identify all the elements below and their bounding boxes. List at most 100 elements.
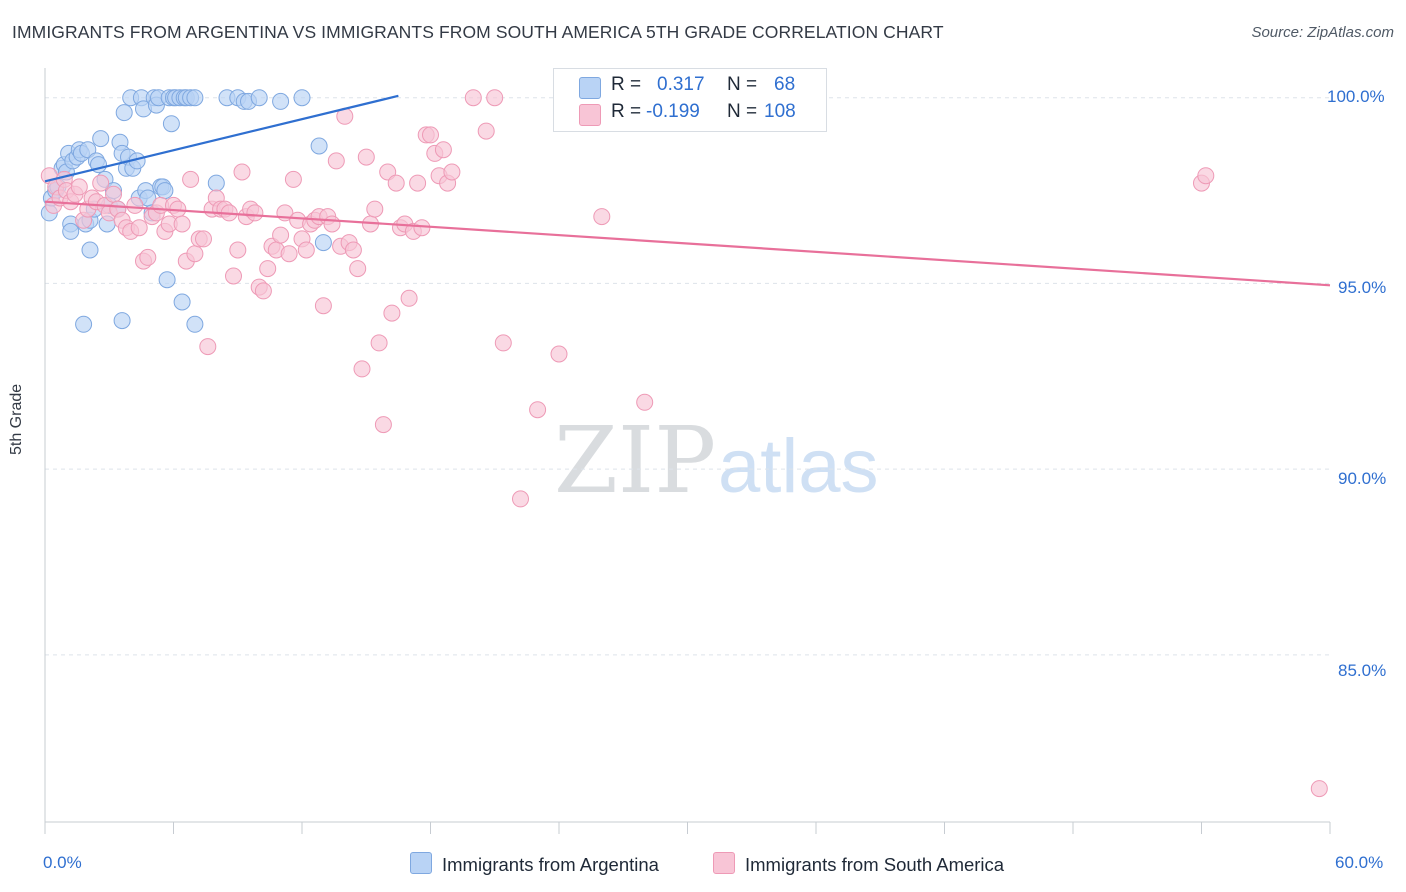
south-america-point xyxy=(233,163,251,181)
south-america-point xyxy=(434,141,452,159)
south-america-point xyxy=(272,226,290,244)
south-america-point xyxy=(92,174,110,192)
legend-swatch-blue xyxy=(410,852,432,874)
south-america-point xyxy=(370,334,388,352)
south-america-point xyxy=(422,126,439,144)
source-label: Source: ZipAtlas.com xyxy=(1251,24,1394,41)
south-america-point xyxy=(139,248,157,266)
south-america-point xyxy=(477,122,495,140)
south-america-point xyxy=(173,215,191,233)
legend-r-label: R = xyxy=(611,101,642,122)
legend-r-value: -0.199 xyxy=(646,101,700,122)
south-america-point xyxy=(105,185,122,203)
south-america-point xyxy=(186,245,204,263)
y-tick-label: 85.0% xyxy=(1338,661,1387,680)
south-america-point xyxy=(280,245,298,263)
argentina-point xyxy=(310,137,328,155)
south-america-point xyxy=(529,401,547,419)
legend-item-argentina: Immigrants from Argentina xyxy=(410,852,659,876)
south-america-point xyxy=(443,163,461,181)
south-america-point xyxy=(374,416,392,434)
legend-label: Immigrants from Argentina xyxy=(442,854,659,875)
x-tick-label-max: 60.0% xyxy=(1335,853,1384,872)
y-axis-label: 5th Grade xyxy=(8,383,25,455)
legend-r-label: R = xyxy=(611,74,642,95)
x-tick-label-min: 0.0% xyxy=(43,853,82,872)
south-america-point xyxy=(1197,167,1215,185)
south-america-point xyxy=(413,219,431,237)
argentina-point xyxy=(173,293,191,311)
south-america-point xyxy=(126,196,144,214)
argentina-point xyxy=(186,315,204,333)
legend-n-value: 108 xyxy=(764,101,796,122)
south-america-point xyxy=(259,260,277,278)
argentina-point xyxy=(81,241,99,259)
argentina-point xyxy=(314,234,332,252)
south-america-point xyxy=(284,170,302,188)
argentina-point xyxy=(186,89,204,107)
south-america-point xyxy=(1310,780,1328,798)
argentina-point xyxy=(250,89,268,107)
legend-row-south-america: R = -0.199 N = 108 xyxy=(554,101,826,127)
south-america-point xyxy=(323,215,341,233)
south-america-point xyxy=(246,204,264,222)
argentina-point xyxy=(156,182,174,200)
correlation-legend: R = 0.317 N = 68 R = -0.199 N = 108 xyxy=(553,68,827,132)
legend-swatch-pink xyxy=(713,852,735,874)
legend-label: Immigrants from South America xyxy=(745,854,1005,875)
south-america-point xyxy=(357,148,375,166)
south-america-point xyxy=(254,282,272,300)
south-america-point xyxy=(130,219,148,237)
argentina-point xyxy=(75,315,93,333)
argentina-point xyxy=(92,130,110,148)
south-america-point xyxy=(70,178,88,196)
legend-n-label: N = xyxy=(727,74,758,95)
south-america-point xyxy=(349,260,367,278)
y-tick-label: 95.0% xyxy=(1338,278,1387,297)
argentina-point xyxy=(162,115,180,133)
argentina-point xyxy=(113,312,131,330)
south-america-point xyxy=(199,338,217,356)
chart-title: IMMIGRANTS FROM ARGENTINA VS IMMIGRANTS … xyxy=(12,22,944,42)
south-america-point xyxy=(387,174,405,192)
watermark-atlas: atlas xyxy=(718,424,879,509)
south-america-point xyxy=(494,334,512,352)
argentina-point xyxy=(158,271,176,289)
south-america-point xyxy=(512,490,529,508)
south-america-point xyxy=(344,241,362,259)
argentina-point xyxy=(79,141,97,159)
south-america-point xyxy=(297,241,315,259)
south-america-trend-line xyxy=(44,200,1331,287)
argentina-point xyxy=(272,92,290,110)
legend-n-label: N = xyxy=(727,101,758,122)
south-america-point xyxy=(182,170,200,188)
south-america-point xyxy=(195,230,212,248)
legend-n-value: 68 xyxy=(774,74,796,95)
south-america-point xyxy=(550,345,568,363)
south-america-point xyxy=(353,360,371,378)
south-america-point xyxy=(314,297,332,315)
south-america-point xyxy=(229,241,247,259)
argentina-point xyxy=(115,104,133,122)
south-america-point xyxy=(409,174,427,192)
south-america-point xyxy=(464,89,482,107)
y-tick-label: 100.0% xyxy=(1327,87,1385,106)
legend-swatch-pink xyxy=(579,104,601,126)
south-america-point xyxy=(593,208,611,226)
legend-row-argentina: R = 0.317 N = 68 xyxy=(554,74,826,100)
argentina-point xyxy=(207,174,225,192)
argentina-point xyxy=(293,89,311,107)
south-america-point xyxy=(400,289,418,307)
watermark-zip: ZIP xyxy=(554,407,716,514)
y-tick-label: 90.0% xyxy=(1338,469,1387,488)
south-america-point xyxy=(327,152,345,170)
south-america-point xyxy=(366,200,384,218)
south-america-point xyxy=(383,304,401,322)
legend-swatch-blue xyxy=(579,77,601,99)
south-america-point xyxy=(486,89,504,107)
argentina-point xyxy=(62,222,80,240)
south-america-point xyxy=(636,393,654,411)
argentina-trend-line xyxy=(44,94,399,183)
legend-r-value: 0.317 xyxy=(657,74,705,95)
